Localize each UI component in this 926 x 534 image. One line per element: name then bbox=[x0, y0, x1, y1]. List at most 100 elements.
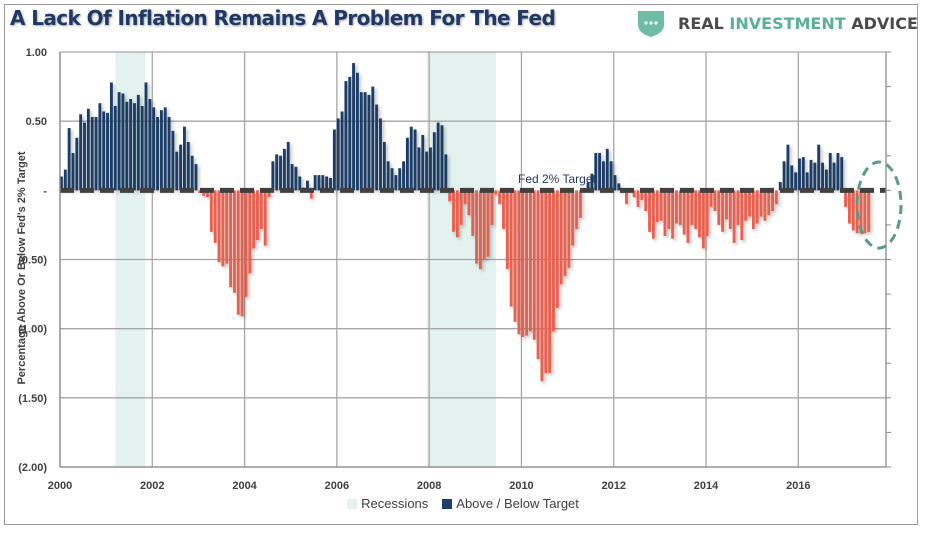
legend-item-recessions: Recessions bbox=[347, 496, 428, 511]
bar bbox=[617, 183, 621, 191]
bar bbox=[844, 190, 848, 207]
bar bbox=[259, 190, 263, 230]
bar bbox=[355, 72, 359, 191]
bar bbox=[394, 175, 398, 191]
bar bbox=[863, 190, 867, 234]
bar bbox=[625, 190, 628, 205]
bar bbox=[540, 190, 544, 382]
bar bbox=[640, 190, 644, 201]
bar bbox=[490, 190, 494, 225]
bar bbox=[502, 190, 505, 230]
bar bbox=[86, 108, 90, 191]
bar bbox=[463, 190, 467, 205]
bar bbox=[763, 190, 767, 221]
bar bbox=[509, 190, 513, 307]
bar bbox=[744, 190, 748, 221]
bar bbox=[698, 190, 701, 238]
bar bbox=[571, 190, 575, 246]
bar bbox=[771, 190, 775, 212]
x-tick-label: 2000 bbox=[48, 480, 72, 492]
bar bbox=[425, 151, 429, 191]
bar bbox=[813, 162, 817, 191]
bar bbox=[494, 190, 498, 195]
bar bbox=[705, 190, 709, 236]
bar bbox=[555, 190, 559, 308]
bar bbox=[144, 82, 148, 191]
bar bbox=[594, 152, 598, 191]
bar bbox=[828, 152, 832, 191]
bar bbox=[60, 176, 63, 191]
bar bbox=[375, 104, 379, 191]
bar bbox=[452, 190, 455, 232]
y-tick-label: 0.50 bbox=[26, 116, 47, 128]
bar bbox=[379, 118, 382, 191]
x-tick-label: 2002 bbox=[140, 480, 164, 492]
x-tick-label: 2016 bbox=[786, 480, 810, 492]
brand-name: REAL INVESTMENT ADVICE bbox=[678, 14, 918, 33]
shield-dots-icon bbox=[638, 11, 664, 37]
bar bbox=[421, 135, 425, 191]
bar bbox=[798, 158, 801, 191]
bar bbox=[644, 190, 648, 212]
bar bbox=[282, 148, 286, 191]
y-tick-label: 1.00 bbox=[26, 47, 47, 59]
bar bbox=[217, 190, 221, 263]
bar bbox=[402, 161, 405, 191]
bar bbox=[544, 190, 548, 373]
bar bbox=[386, 161, 390, 191]
bar bbox=[113, 105, 117, 191]
bar bbox=[724, 190, 728, 220]
bar bbox=[728, 190, 732, 230]
bar bbox=[329, 177, 332, 191]
brand-word-real: REAL bbox=[678, 13, 724, 33]
bar bbox=[186, 141, 190, 191]
bar bbox=[548, 190, 552, 373]
bar bbox=[275, 154, 279, 191]
bar bbox=[736, 190, 740, 225]
bar bbox=[748, 190, 751, 217]
x-tick-label: 2012 bbox=[602, 480, 626, 492]
bar bbox=[117, 92, 121, 191]
bar bbox=[306, 180, 309, 191]
bar bbox=[413, 129, 417, 191]
bar bbox=[106, 112, 110, 191]
bar bbox=[359, 92, 363, 191]
bar bbox=[213, 190, 217, 243]
bar bbox=[613, 175, 617, 191]
bar bbox=[659, 190, 663, 221]
bar bbox=[701, 190, 705, 249]
bar bbox=[655, 190, 659, 223]
bar bbox=[183, 126, 186, 191]
bar bbox=[732, 190, 736, 243]
y-tick-label: (1.00) bbox=[18, 324, 47, 336]
bar bbox=[767, 190, 771, 216]
bar bbox=[667, 190, 671, 230]
bar bbox=[175, 151, 179, 191]
legend-swatch-above-below bbox=[442, 498, 453, 509]
bar bbox=[552, 190, 555, 332]
bar bbox=[429, 147, 432, 191]
bar bbox=[252, 190, 256, 249]
bar bbox=[717, 190, 721, 225]
bar bbox=[340, 111, 344, 191]
bar bbox=[690, 190, 694, 225]
bar bbox=[348, 76, 352, 191]
bar bbox=[790, 165, 794, 191]
brand-word-investment: INVESTMENT bbox=[729, 13, 846, 33]
bar bbox=[79, 114, 83, 191]
bar bbox=[133, 103, 136, 191]
bar bbox=[202, 190, 206, 196]
bar bbox=[432, 132, 436, 191]
bar bbox=[563, 190, 567, 277]
x-tick-label: 2006 bbox=[325, 480, 349, 492]
bar bbox=[840, 157, 844, 191]
bar bbox=[290, 164, 294, 191]
bar bbox=[648, 190, 651, 232]
bar bbox=[179, 144, 183, 191]
bar bbox=[198, 190, 202, 194]
bar bbox=[786, 144, 790, 191]
y-tick-label: (0.50) bbox=[18, 255, 47, 267]
axis-layer: 1.00 0.50 - (0.50) (1.00) (1.50) (2.00)2000 200… bbox=[18, 47, 891, 492]
bar bbox=[686, 190, 690, 243]
